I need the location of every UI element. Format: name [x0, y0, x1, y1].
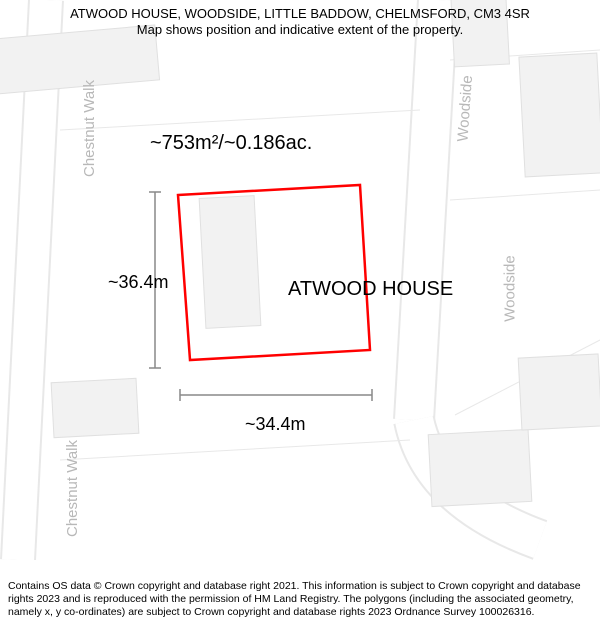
- road-label-1: Chestnut Walk: [64, 440, 81, 537]
- area-label: ~753m²/~0.186ac.: [150, 132, 312, 155]
- dimension-horizontal-label: ~34.4m: [245, 414, 306, 435]
- road-label-3: Woodside: [502, 255, 519, 321]
- address-line: ATWOOD HOUSE, WOODSIDE, LITTLE BADDOW, C…: [0, 6, 600, 21]
- dimension-vertical-label: ~36.4m: [108, 272, 169, 293]
- map-header: ATWOOD HOUSE, WOODSIDE, LITTLE BADDOW, C…: [0, 6, 600, 37]
- subtitle-line: Map shows position and indicative extent…: [0, 22, 600, 37]
- copyright-footer: Contains OS data © Crown copyright and d…: [8, 580, 592, 619]
- road-label-0: Chestnut Walk: [81, 80, 98, 177]
- property-name-label: ATWOOD HOUSE: [288, 278, 453, 301]
